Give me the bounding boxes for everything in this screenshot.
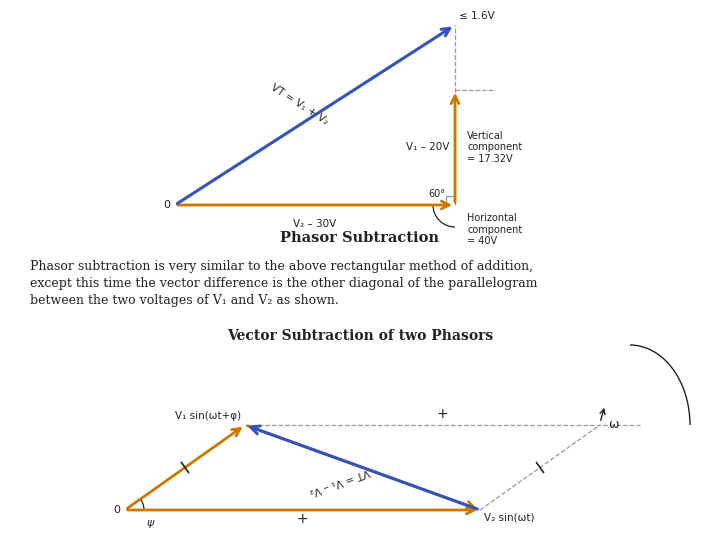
Text: ≤ 1.6V: ≤ 1.6V <box>459 11 495 21</box>
Text: except this time the vector difference is the other diagonal of the parallelogra: except this time the vector difference i… <box>30 277 538 290</box>
Text: Phasor Subtraction: Phasor Subtraction <box>281 231 439 245</box>
Text: V₂ sin(ωt): V₂ sin(ωt) <box>484 512 534 522</box>
Text: V₂ – 30V: V₂ – 30V <box>293 219 337 229</box>
Text: V₁ – 20V: V₁ – 20V <box>405 143 449 152</box>
Text: Horizontal
component
= 40V: Horizontal component = 40V <box>467 213 522 246</box>
Text: Phasor subtraction is very similar to the above rectangular method of addition,: Phasor subtraction is very similar to th… <box>30 260 533 273</box>
Text: +: + <box>437 407 449 421</box>
Text: 60°: 60° <box>428 189 446 199</box>
Text: ω: ω <box>608 418 618 431</box>
Text: Vector Subtraction of two Phasors: Vector Subtraction of two Phasors <box>227 329 493 343</box>
Text: +: + <box>297 512 308 526</box>
Text: VT = V₁ – V₂: VT = V₁ – V₂ <box>308 466 371 497</box>
Text: 0: 0 <box>163 200 170 210</box>
Text: ψ: ψ <box>147 518 154 528</box>
Text: VT = V₁ + V₂: VT = V₁ + V₂ <box>269 83 330 127</box>
Text: Vertical
component
= 17.32V: Vertical component = 17.32V <box>467 131 522 164</box>
Text: between the two voltages of V₁ and V₂ as shown.: between the two voltages of V₁ and V₂ as… <box>30 294 338 307</box>
Text: 0: 0 <box>113 505 120 515</box>
Text: V₁ sin(ωt+φ): V₁ sin(ωt+φ) <box>175 411 241 421</box>
